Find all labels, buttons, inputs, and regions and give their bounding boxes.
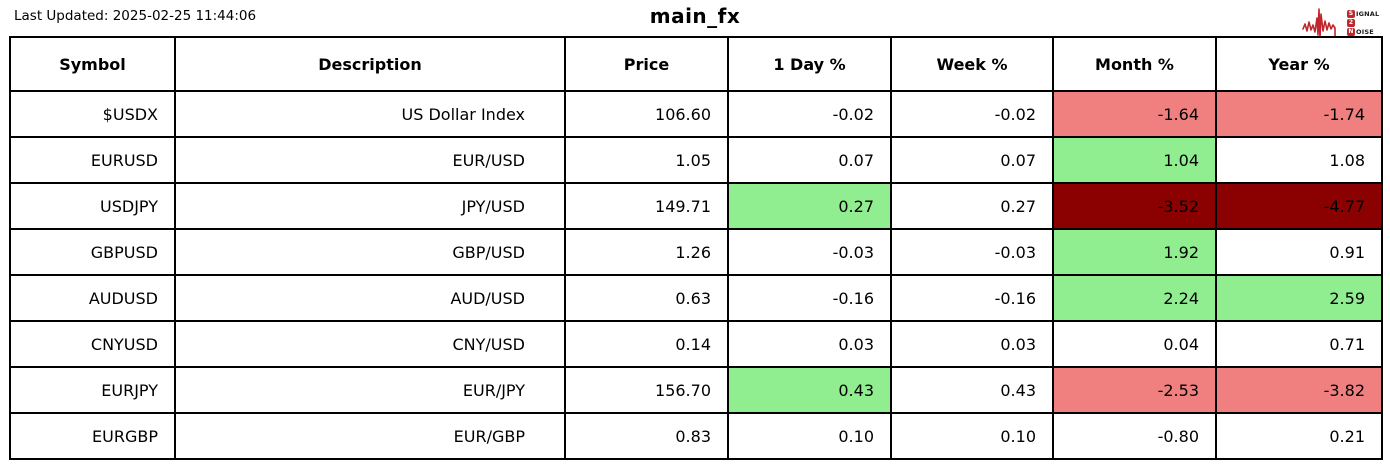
- table-cell: 149.71: [564, 182, 729, 230]
- table-cell: 0.83: [564, 412, 729, 460]
- table-cell: 0.03: [727, 320, 892, 368]
- table-row: USDJPY JPY/USD 149.71 0.27 0.27 -3.52 -4.77: [9, 182, 1383, 230]
- logo-wordmark: S IGNAL 2 N OISE: [1347, 10, 1379, 36]
- logo-box-2: 2: [1347, 19, 1355, 27]
- logo-text-oise: OISE: [1356, 28, 1374, 36]
- table-cell: USDJPY: [9, 182, 176, 230]
- table-cell: 1.08: [1215, 136, 1383, 184]
- table-cell: 0.03: [890, 320, 1054, 368]
- table-cell: 1.26: [564, 228, 729, 276]
- table-cell: 0.07: [727, 136, 892, 184]
- col-header-week: Week %: [890, 36, 1054, 92]
- table-cell: 0.43: [727, 366, 892, 414]
- table-cell: -0.16: [890, 274, 1054, 322]
- fx-table-header: Symbol Description Price 1 Day % Week % …: [9, 36, 1383, 92]
- table-row: CNYUSD CNY/USD 0.14 0.03 0.03 0.04 0.71: [9, 320, 1383, 368]
- table-cell: 0.21: [1215, 412, 1383, 460]
- table-cell: CNYUSD: [9, 320, 176, 368]
- table-cell: -3.52: [1052, 182, 1217, 230]
- col-header-year: Year %: [1215, 36, 1383, 92]
- table-cell: -1.64: [1052, 90, 1217, 138]
- table-cell: 1.92: [1052, 228, 1217, 276]
- logo-box-n: N: [1347, 28, 1355, 36]
- table-cell: 0.71: [1215, 320, 1383, 368]
- table-cell: -2.53: [1052, 366, 1217, 414]
- fx-table: Symbol Description Price 1 Day % Week % …: [9, 36, 1383, 460]
- col-header-price: Price: [564, 36, 729, 92]
- table-cell: JPY/USD: [174, 182, 566, 230]
- table-cell: 0.07: [890, 136, 1054, 184]
- table-cell: 106.60: [564, 90, 729, 138]
- table-cell: EURUSD: [9, 136, 176, 184]
- table-cell: -0.02: [890, 90, 1054, 138]
- logo-text-ignal: IGNAL: [1356, 10, 1380, 18]
- table-cell: -0.02: [727, 90, 892, 138]
- table-cell: AUDUSD: [9, 274, 176, 322]
- table-row: EURJPY EUR/JPY 156.70 0.43 0.43 -2.53 -3.82: [9, 366, 1383, 414]
- logo-box-s: S: [1347, 10, 1355, 18]
- table-cell: CNY/USD: [174, 320, 566, 368]
- table-cell: 0.04: [1052, 320, 1217, 368]
- table-cell: -3.82: [1215, 366, 1383, 414]
- table-cell: 0.91: [1215, 228, 1383, 276]
- table-cell: -1.74: [1215, 90, 1383, 138]
- table-cell: US Dollar Index: [174, 90, 566, 138]
- table-cell: -0.03: [727, 228, 892, 276]
- signal2noise-logo: S IGNAL 2 N OISE: [1302, 3, 1384, 43]
- table-cell: -0.80: [1052, 412, 1217, 460]
- col-header-symbol: Symbol: [9, 36, 176, 92]
- table-cell: EURGBP: [9, 412, 176, 460]
- table-cell: 0.27: [727, 182, 892, 230]
- table-cell: 0.43: [890, 366, 1054, 414]
- col-header-1day: 1 Day %: [727, 36, 892, 92]
- page-title: main_fx: [649, 4, 741, 28]
- last-updated-label: Last Updated: 2025-02-25 11:44:06: [14, 8, 257, 24]
- table-cell: 2.24: [1052, 274, 1217, 322]
- waveform-icon: [1302, 8, 1336, 39]
- fx-table-body: $USDX US Dollar Index 106.60 -0.02 -0.02 -1.6…: [9, 90, 1383, 460]
- table-row: $USDX US Dollar Index 106.60 -0.02 -0.02 -1.6…: [9, 90, 1383, 138]
- table-cell: 2.59: [1215, 274, 1383, 322]
- table-row: AUDUSD AUD/USD 0.63 -0.16 -0.16 2.24 2.59: [9, 274, 1383, 322]
- table-cell: 0.27: [890, 182, 1054, 230]
- table-cell: GBP/USD: [174, 228, 566, 276]
- logo-line-noise: N OISE: [1347, 28, 1379, 36]
- table-cell: EUR/USD: [174, 136, 566, 184]
- table-row: EURUSD EUR/USD 1.05 0.07 0.07 1.04 1.08: [9, 136, 1383, 184]
- table-cell: -0.03: [890, 228, 1054, 276]
- header-row: Symbol Description Price 1 Day % Week % …: [9, 36, 1383, 92]
- logo-line-2: 2: [1347, 19, 1379, 27]
- table-cell: 1.04: [1052, 136, 1217, 184]
- table-cell: GBPUSD: [9, 228, 176, 276]
- col-header-description: Description: [174, 36, 566, 92]
- table-cell: 0.14: [564, 320, 729, 368]
- table-cell: EUR/GBP: [174, 412, 566, 460]
- table-cell: EUR/JPY: [174, 366, 566, 414]
- table-cell: EURJPY: [9, 366, 176, 414]
- table-cell: -0.16: [727, 274, 892, 322]
- table-cell: 0.10: [727, 412, 892, 460]
- table-cell: 1.05: [564, 136, 729, 184]
- table-row: GBPUSD GBP/USD 1.26 -0.03 -0.03 1.92 0.91: [9, 228, 1383, 276]
- table-cell: -4.77: [1215, 182, 1383, 230]
- logo-line-signal: S IGNAL: [1347, 10, 1379, 18]
- col-header-month: Month %: [1052, 36, 1217, 92]
- table-cell: 0.63: [564, 274, 729, 322]
- table-row: EURGBP EUR/GBP 0.83 0.10 0.10 -0.80 0.21: [9, 412, 1383, 460]
- table-cell: $USDX: [9, 90, 176, 138]
- table-cell: 156.70: [564, 366, 729, 414]
- table-cell: AUD/USD: [174, 274, 566, 322]
- table-cell: 0.10: [890, 412, 1054, 460]
